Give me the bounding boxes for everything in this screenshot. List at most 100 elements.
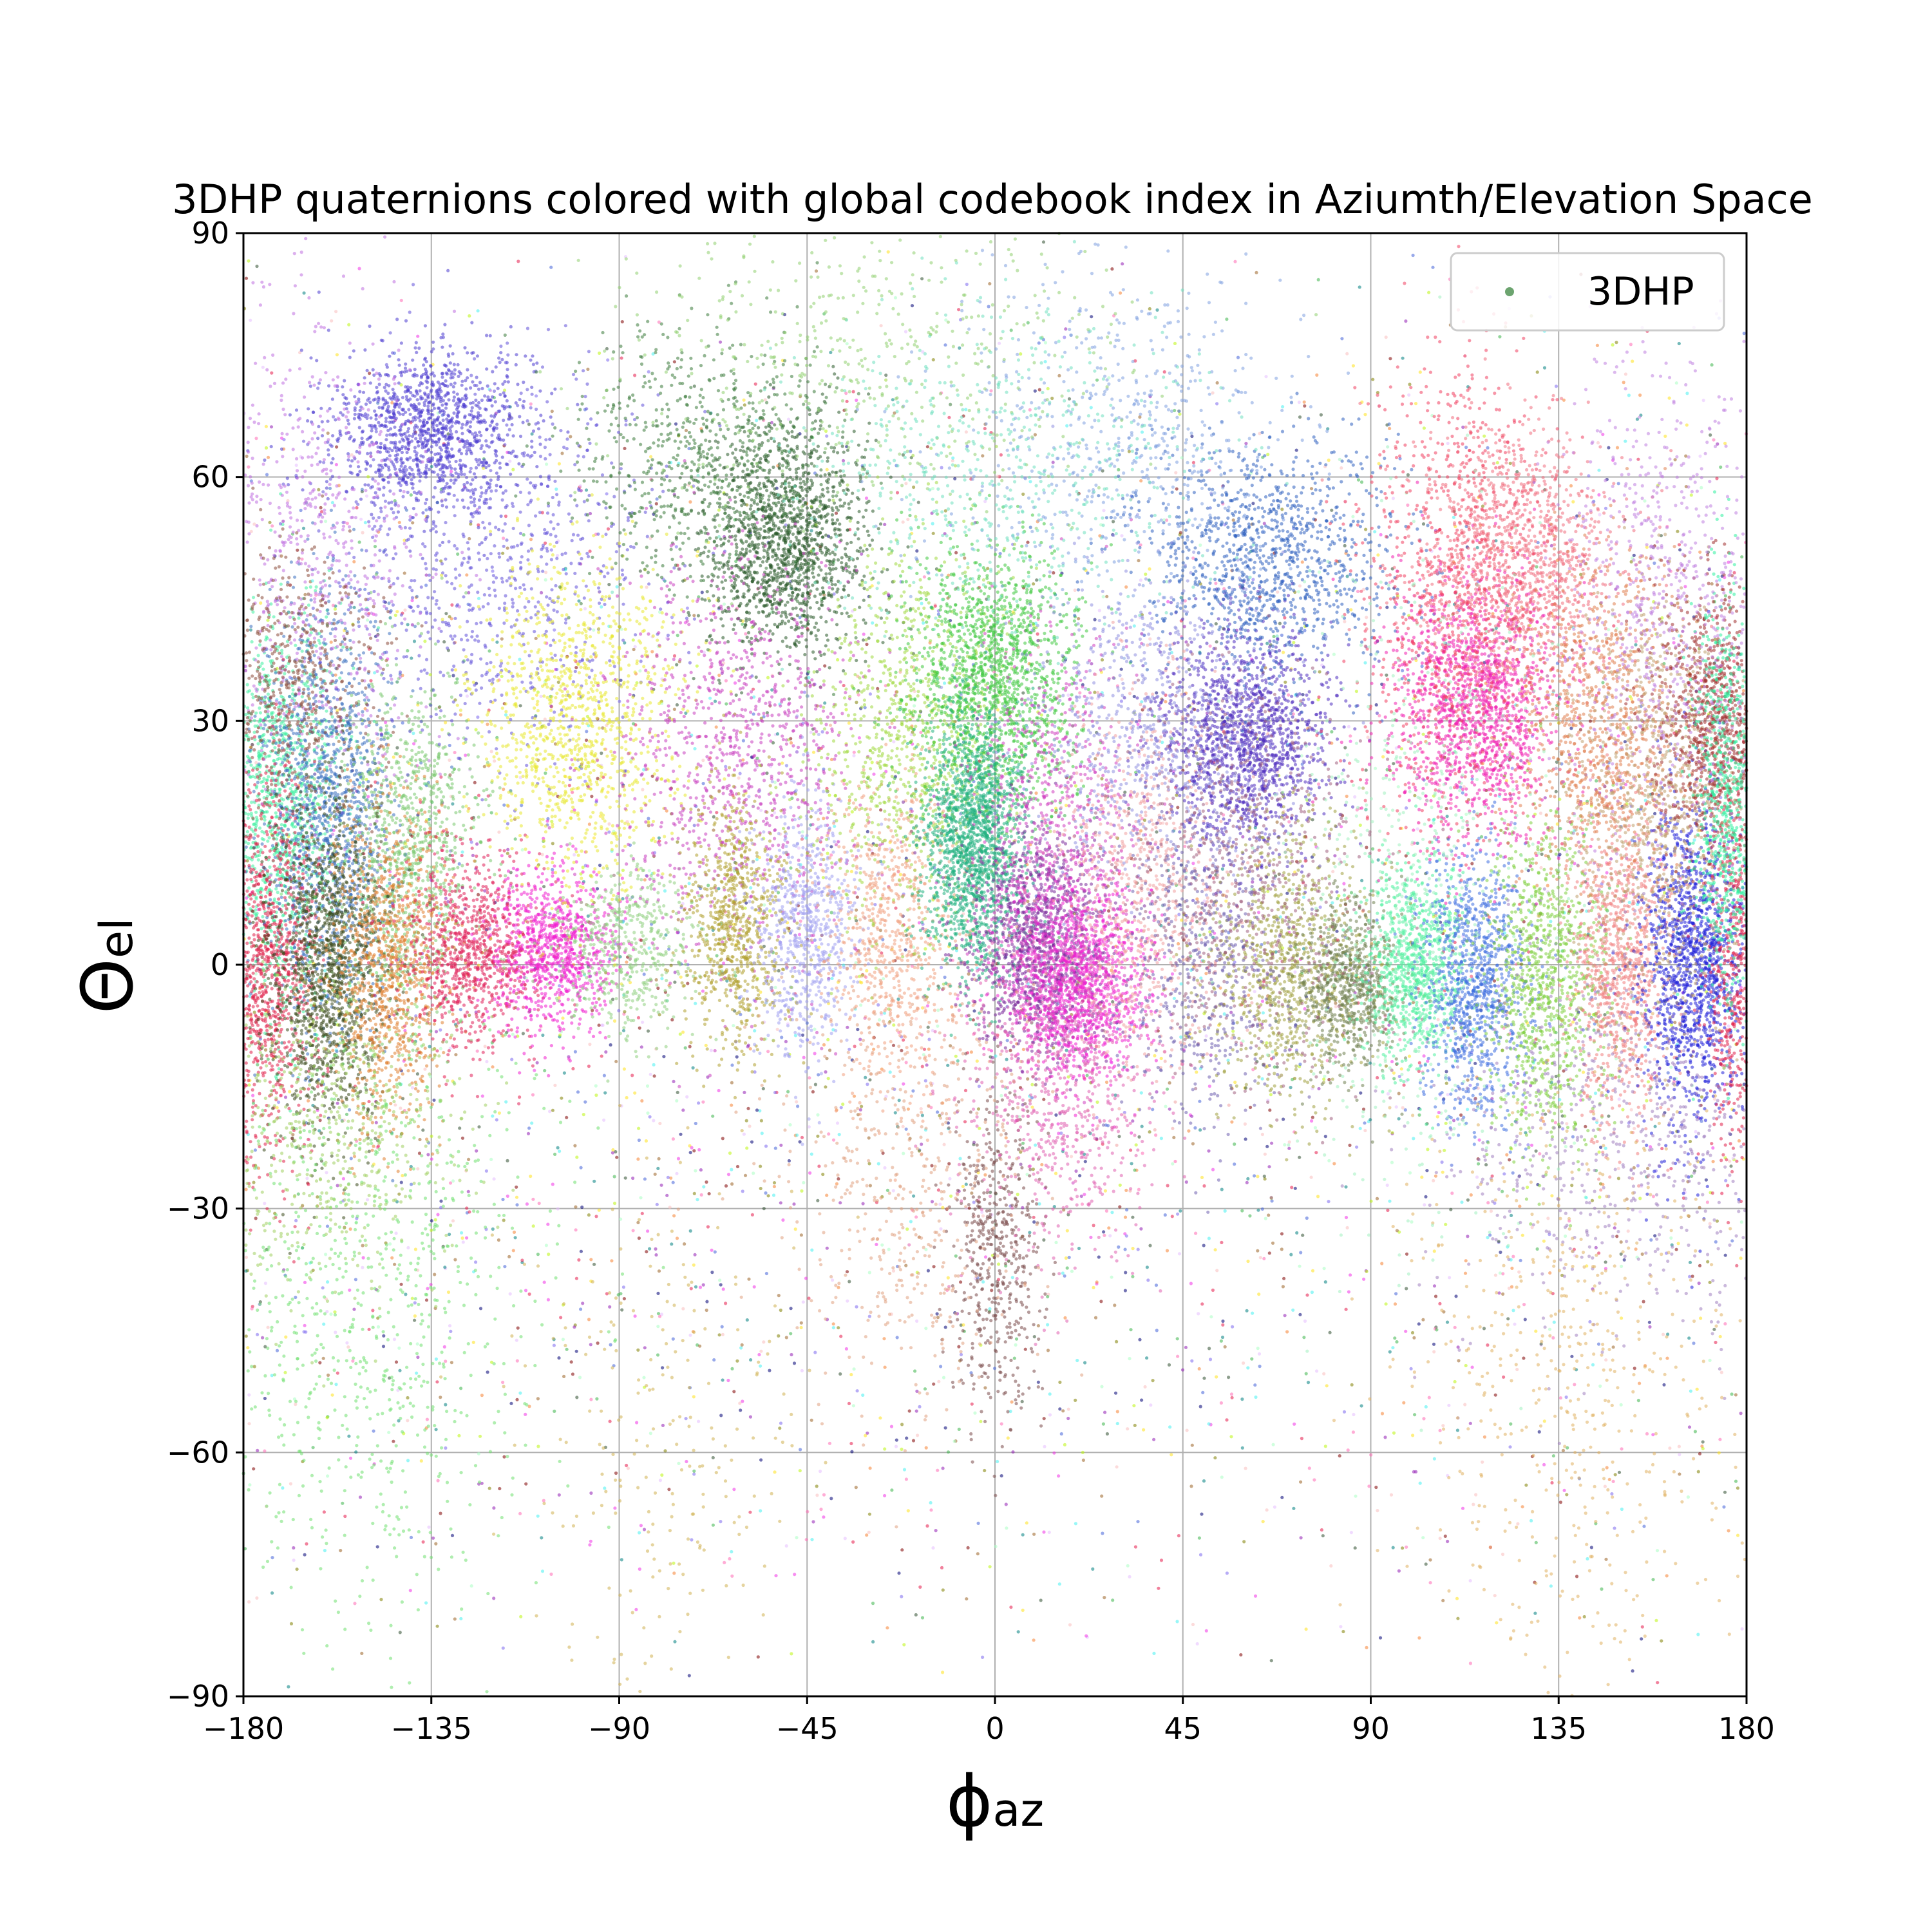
data-point: [1336, 896, 1340, 900]
data-point: [1173, 1159, 1177, 1164]
data-point: [254, 437, 258, 440]
data-point: [529, 538, 533, 542]
data-point: [416, 334, 420, 338]
data-point: [619, 678, 623, 682]
data-point: [1411, 1434, 1415, 1437]
data-point: [1435, 1115, 1439, 1119]
data-point: [518, 1391, 522, 1395]
data-point: [557, 462, 562, 466]
data-point: [1505, 1153, 1509, 1157]
data-point: [648, 1247, 652, 1251]
data-point: [778, 1426, 782, 1430]
data-point: [972, 1200, 976, 1204]
data-point: [1224, 899, 1228, 903]
data-point: [1202, 1376, 1206, 1380]
data-point: [485, 1059, 489, 1064]
data-point: [784, 1544, 788, 1548]
data-point: [1164, 1104, 1168, 1108]
data-point: [918, 1405, 922, 1408]
data-point: [1449, 1208, 1453, 1211]
data-point: [1466, 1108, 1470, 1112]
data-point: [553, 1409, 556, 1413]
data-point: [1622, 381, 1625, 384]
data-point: [904, 1264, 908, 1267]
data-point: [371, 1309, 375, 1312]
data-point: [961, 1323, 965, 1327]
data-point: [915, 549, 919, 553]
data-point: [324, 519, 328, 524]
data-point: [1607, 446, 1611, 450]
data-point: [330, 319, 334, 323]
data-point: [1319, 413, 1323, 417]
data-point: [1398, 1037, 1402, 1041]
data-point: [1179, 982, 1183, 986]
data-point: [669, 1176, 673, 1180]
data-point: [1126, 1564, 1130, 1567]
data-point: [596, 1341, 600, 1345]
data-point: [696, 554, 699, 558]
data-point: [1548, 1271, 1552, 1275]
data-point: [544, 1244, 549, 1247]
data-point: [1479, 835, 1484, 838]
data-point: [1717, 1451, 1721, 1455]
data-point: [403, 608, 407, 612]
data-point: [752, 712, 755, 716]
data-point: [1230, 1396, 1234, 1399]
data-point: [1443, 1148, 1446, 1152]
data-point: [552, 1343, 556, 1347]
data-point: [666, 1175, 670, 1179]
data-point: [513, 1236, 517, 1240]
data-point: [1515, 470, 1519, 474]
data-point: [1466, 1235, 1470, 1238]
data-point: [726, 1378, 730, 1383]
data-point: [1468, 1421, 1472, 1425]
data-point: [369, 784, 373, 788]
data-point: [1054, 1240, 1058, 1244]
data-point: [502, 536, 506, 540]
data-point: [1119, 699, 1123, 703]
data-point: [773, 985, 777, 989]
data-point: [779, 1308, 782, 1312]
data-point: [858, 1108, 862, 1112]
data-point: [941, 1466, 945, 1470]
data-point: [676, 634, 679, 638]
data-point: [1453, 1379, 1457, 1384]
data-point: [1663, 434, 1667, 439]
data-point: [833, 824, 837, 828]
data-point: [718, 1278, 722, 1282]
data-point: [923, 947, 927, 951]
data-point: [1565, 1493, 1569, 1497]
data-point: [1647, 1320, 1651, 1324]
data-point: [1471, 1027, 1475, 1031]
data-point: [950, 1005, 954, 1009]
data-point: [588, 1043, 592, 1046]
data-point: [698, 1285, 703, 1289]
data-point: [1379, 533, 1383, 536]
data-point: [1176, 806, 1180, 810]
data-point: [1093, 690, 1097, 694]
data-point: [1432, 1284, 1437, 1288]
data-point: [1157, 1586, 1160, 1590]
data-point: [556, 1146, 560, 1150]
data-point: [616, 1293, 620, 1297]
data-point: [1407, 393, 1411, 397]
data-point: [455, 1018, 459, 1021]
data-point: [1292, 641, 1296, 645]
data-point: [1278, 621, 1282, 625]
data-point: [1215, 402, 1219, 406]
data-point: [692, 1395, 696, 1399]
data-point: [397, 1346, 401, 1350]
data-point: [702, 1185, 706, 1189]
data-point: [1405, 806, 1408, 810]
data-point: [691, 1066, 695, 1070]
data-point: [821, 1172, 825, 1177]
data-point: [719, 1520, 723, 1524]
data-point: [370, 989, 374, 992]
data-point: [905, 1227, 909, 1231]
data-point: [436, 1479, 440, 1482]
data-point: [1075, 1358, 1079, 1363]
data-point: [458, 1126, 462, 1130]
data-point: [410, 1182, 413, 1186]
data-point: [571, 1372, 575, 1376]
data-point: [1200, 1302, 1204, 1306]
